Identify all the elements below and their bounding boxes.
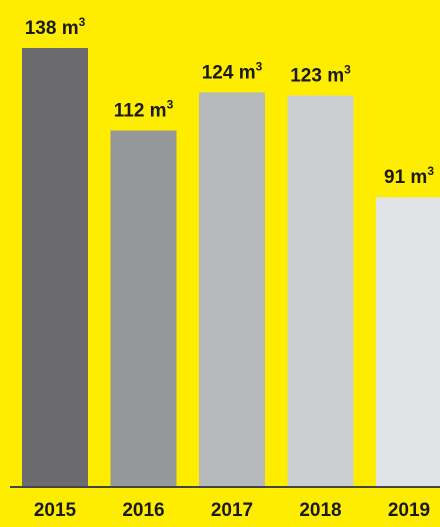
x-tick-2016: 2016 <box>122 500 164 521</box>
bar-2018 <box>287 95 354 486</box>
x-tick-2019: 2019 <box>388 500 430 521</box>
bar-2019 <box>376 197 440 486</box>
x-tick-2017: 2017 <box>211 500 253 521</box>
x-tick-2015: 2015 <box>34 500 77 521</box>
value-label-2016: 112 m3 <box>114 98 174 122</box>
value-label-2017: 124 m3 <box>202 59 263 83</box>
bar-2017 <box>199 92 265 486</box>
x-tick-labels-layer: 2015 2016 2017 2018 2019 <box>34 500 430 521</box>
bar-2016 <box>110 130 177 487</box>
bars-layer <box>22 48 440 487</box>
value-label-2015: 138 m3 <box>25 15 86 39</box>
bar-2015 <box>22 48 88 486</box>
value-label-2018: 123 m3 <box>290 63 351 87</box>
x-tick-2018: 2018 <box>299 500 341 521</box>
value-label-2019: 91 m3 <box>384 164 434 188</box>
value-labels-layer: 138 m3 112 m3 124 m3 123 m3 91 m3 <box>25 15 435 188</box>
